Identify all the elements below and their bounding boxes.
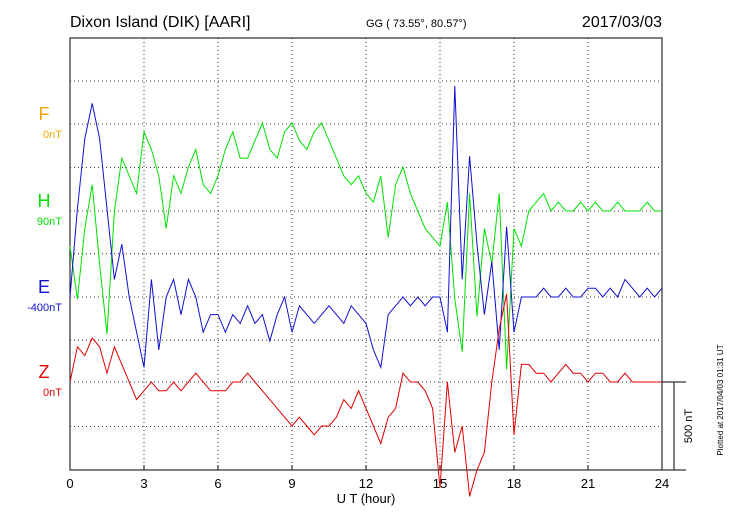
x-ticks: 0 3 6 9 12 15 18 21 24 [66,465,669,491]
x-tick-label: 6 [214,476,221,491]
channel-name-h: H [38,191,51,211]
chart-title: Dixon Island (DIK) [AARI] [70,14,251,31]
chart-date: 2017/03/03 [582,14,662,31]
channel-baseline-label-e: -400nT [27,302,62,314]
chart-subtitle: GG ( 73.55°, 80.57°) [366,18,467,30]
channel-name-f: F [39,104,50,124]
channel-baseline-label-h: 90nT [37,216,62,228]
plotted-note: Plotted at 2017/04/03 01:31 UT [716,344,725,455]
channel-baselines [70,123,662,383]
channel-baseline-label-f: 0nT [43,129,62,141]
x-tick-label: 12 [359,476,373,491]
x-tick-label: 9 [288,476,295,491]
x-tick-label: 15 [433,476,447,491]
x-tick-label: 18 [507,476,521,491]
x-tick-label: 24 [655,476,669,491]
series-line-e [69,85,663,370]
series-line-z [69,293,662,497]
channel-labels: F 0nT H 90nT E -400nT Z 0nT [27,104,62,399]
channel-baseline-label-z: 0nT [43,387,62,399]
x-tick-label: 0 [66,476,73,491]
x-tick-label: 3 [140,476,147,491]
x-tick-label: 21 [581,476,595,491]
channel-name-e: E [38,277,50,297]
grid [70,38,662,470]
series-group [69,85,663,497]
series-line-h [69,121,662,370]
x-axis-label: U T (hour) [337,491,396,506]
scale-bar-label: 500 nT [683,409,695,444]
channel-name-z: Z [39,362,50,382]
